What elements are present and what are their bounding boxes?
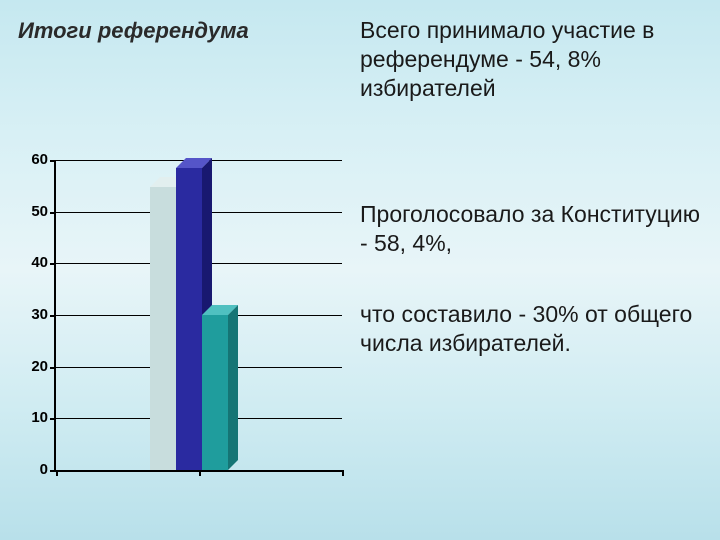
- x-tick: [342, 470, 344, 476]
- bar-side: [228, 305, 238, 470]
- y-tick-label: 50: [14, 203, 48, 220]
- y-tick: [50, 263, 56, 265]
- x-tick: [56, 470, 58, 476]
- bar-chart: 0102030405060: [10, 160, 350, 500]
- page-title: Итоги референдума: [18, 18, 249, 44]
- y-tick: [50, 418, 56, 420]
- y-tick-label: 60: [14, 151, 48, 168]
- bar-participation: [150, 187, 176, 470]
- bar-voted-for: [176, 168, 202, 470]
- y-tick-label: 30: [14, 306, 48, 323]
- y-tick-label: 40: [14, 254, 48, 271]
- y-tick: [50, 315, 56, 317]
- bar-front: [176, 168, 202, 470]
- y-tick-label: 20: [14, 358, 48, 375]
- y-tick: [50, 367, 56, 369]
- x-tick: [199, 470, 201, 476]
- y-tick: [50, 212, 56, 214]
- paragraph-2: Проголосовало за Конституцию - 58, 4%,: [360, 200, 700, 258]
- paragraph-3: что составило - 30% от общего числа изби…: [360, 300, 700, 358]
- y-tick-label: 0: [14, 461, 48, 478]
- y-tick: [50, 160, 56, 162]
- bar-front: [202, 315, 228, 470]
- y-tick-label: 10: [14, 409, 48, 426]
- paragraph-1: Всего принимало участие в референдуме - …: [360, 16, 700, 102]
- bar-of-total: [202, 315, 228, 470]
- bar-front: [150, 187, 176, 470]
